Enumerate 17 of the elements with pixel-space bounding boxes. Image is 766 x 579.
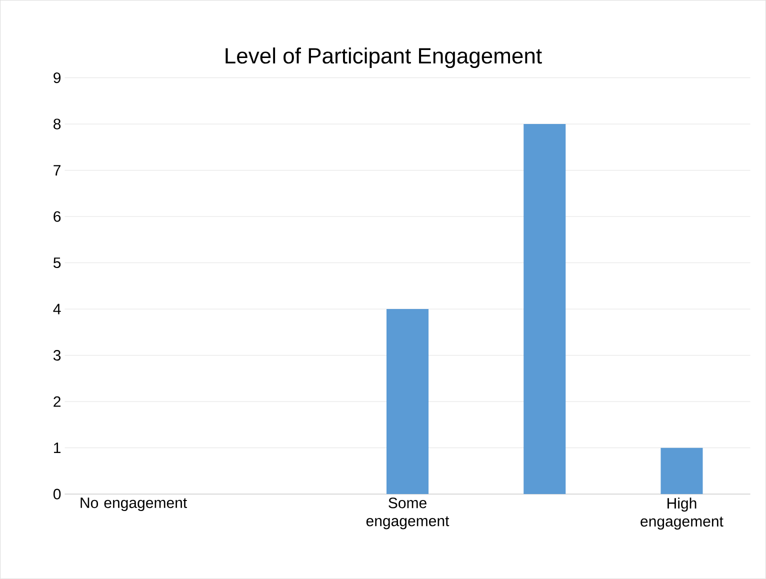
x-tick-label: No engagement [80,498,188,512]
y-tick-label: 0 [53,488,61,500]
y-tick-label: 6 [54,211,61,222]
bar [386,309,429,494]
y-tick-label: 4 [53,304,61,314]
x-tick-label: Some engagement [366,498,450,530]
y-tick-label: 2 [54,396,60,407]
y-tick-label: 1 [54,442,60,454]
chart-title: Level of Participant Engagement [226,48,542,68]
y-tick-label: 8 [54,118,61,130]
y-tick-label: 9 [54,72,61,84]
bar [660,448,703,494]
y-tick-label: 7 [54,165,60,176]
x-tick-label: High engagement [640,498,724,530]
y-tick-label: 3 [53,350,61,361]
y-tick-label: 5 [53,258,61,268]
bar [524,124,566,494]
